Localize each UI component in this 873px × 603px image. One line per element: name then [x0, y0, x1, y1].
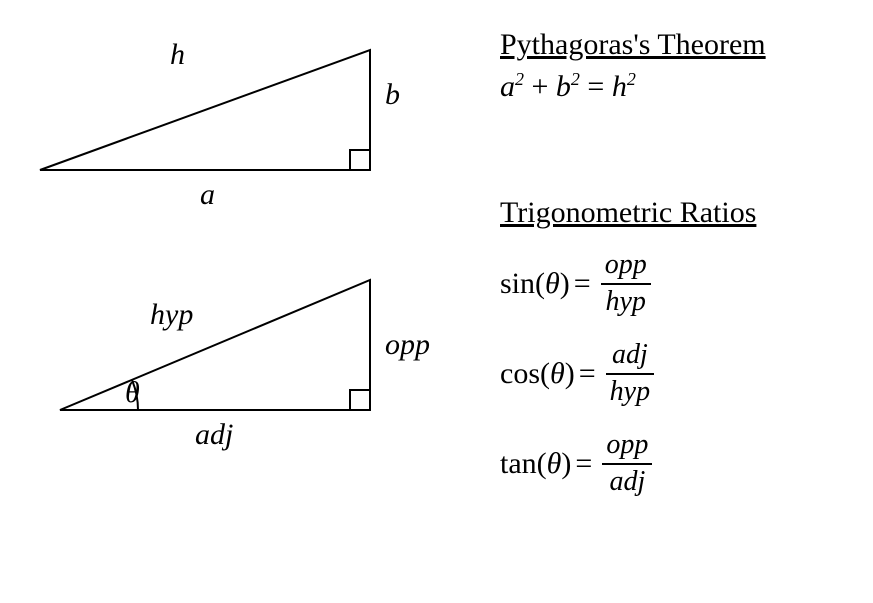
pythagoras-heading: Pythagoras's Theorem	[500, 30, 766, 60]
sin-fraction: opp hyp	[601, 250, 651, 318]
triangle-1	[20, 20, 400, 190]
triangle-1-adj-label: a	[200, 180, 215, 210]
sin-row: sin(θ) = opp hyp	[500, 250, 651, 318]
pythagoras-formula: a2 + b2 = h2	[500, 72, 636, 102]
tan-arg: θ	[547, 449, 562, 479]
triangle-2	[40, 250, 420, 430]
triangle-2-hyp-label: hyp	[150, 300, 193, 330]
cos-eq: =	[579, 359, 596, 389]
sin-den: hyp	[601, 287, 649, 318]
triangle-2-adj-label: adj	[195, 420, 233, 450]
tan-fn: tan	[500, 449, 537, 479]
cos-fraction: adj hyp	[606, 340, 654, 408]
cos-den: hyp	[606, 377, 654, 408]
sin-num: opp	[601, 250, 651, 281]
pythag-h-exp: 2	[627, 69, 636, 89]
cos-open-paren: (	[540, 359, 550, 389]
triangle-2-opp-label: opp	[385, 330, 430, 360]
cos-bar	[606, 373, 654, 375]
sin-fn: sin	[500, 269, 535, 299]
pythag-h: h	[612, 70, 627, 103]
tan-close-paren: )	[561, 449, 571, 479]
page: h b a hyp opp adj θ Pythagoras's Theorem…	[0, 0, 873, 603]
pythag-eq: =	[580, 70, 612, 103]
tan-den: adj	[605, 467, 649, 498]
cos-close-paren: )	[565, 359, 575, 389]
cos-arg: θ	[550, 359, 565, 389]
triangle-2-theta-label: θ	[125, 378, 140, 408]
pythag-b: b	[556, 70, 571, 103]
pythag-plus: +	[524, 70, 556, 103]
sin-bar	[601, 283, 651, 285]
sin-close-paren: )	[560, 269, 570, 299]
triangle-1-hyp-label: h	[170, 40, 185, 70]
pythag-b-exp: 2	[571, 69, 580, 89]
trig-heading: Trigonometric Ratios	[500, 198, 756, 228]
sin-arg: θ	[545, 269, 560, 299]
tan-open-paren: (	[537, 449, 547, 479]
tan-bar	[602, 463, 652, 465]
right-angle-marker-1	[350, 150, 370, 170]
tan-eq: =	[575, 449, 592, 479]
cos-fn: cos	[500, 359, 540, 389]
cos-row: cos(θ) = adj hyp	[500, 340, 654, 408]
triangle-1-shape	[40, 50, 370, 170]
triangle-2-shape	[60, 280, 370, 410]
pythag-a-exp: 2	[515, 69, 524, 89]
tan-fraction: opp adj	[602, 430, 652, 498]
sin-eq: =	[574, 269, 591, 299]
pythag-a: a	[500, 70, 515, 103]
tan-row: tan(θ) = opp adj	[500, 430, 652, 498]
tan-num: opp	[602, 430, 652, 461]
cos-num: adj	[608, 340, 652, 371]
right-angle-marker-2	[350, 390, 370, 410]
triangle-1-opp-label: b	[385, 80, 400, 110]
sin-open-paren: (	[535, 269, 545, 299]
